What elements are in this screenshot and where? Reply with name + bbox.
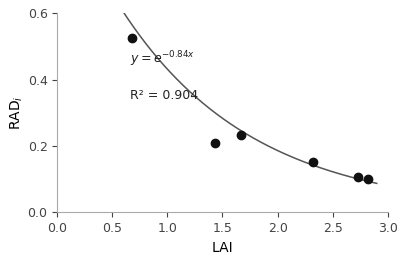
Point — [354, 174, 360, 179]
Text: R² = 0.904: R² = 0.904 — [130, 89, 198, 102]
Point — [309, 160, 315, 164]
Point — [128, 36, 135, 40]
Y-axis label: RAD$_i$: RAD$_i$ — [9, 95, 25, 130]
Point — [211, 141, 217, 145]
Point — [237, 133, 244, 138]
Text: $y = e^{-0.84x}$: $y = e^{-0.84x}$ — [130, 49, 194, 69]
X-axis label: LAI: LAI — [211, 241, 233, 255]
Point — [364, 176, 370, 181]
